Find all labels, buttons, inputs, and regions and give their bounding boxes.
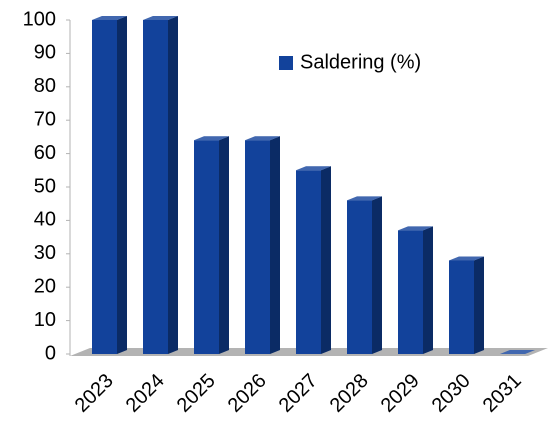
bar-side-shade bbox=[321, 166, 331, 354]
bar-top bbox=[143, 16, 178, 20]
x-tick-label: 2030 bbox=[428, 370, 475, 417]
bar-side bbox=[219, 136, 229, 354]
bar-side-shade bbox=[270, 136, 280, 354]
bar-group bbox=[92, 16, 127, 354]
bar-top bbox=[500, 350, 535, 354]
y-tick-label: 20 bbox=[34, 275, 56, 297]
bar-side-shade bbox=[372, 196, 382, 354]
bar-top-shade bbox=[500, 350, 535, 354]
bar-top bbox=[92, 16, 127, 20]
x-tick-label: 2025 bbox=[173, 370, 220, 417]
bar-top-shade bbox=[449, 256, 484, 261]
bar-side bbox=[372, 196, 382, 354]
bar-side bbox=[474, 256, 484, 354]
bar-top bbox=[245, 136, 280, 141]
bar-top bbox=[347, 196, 382, 201]
y-tick-label: 0 bbox=[45, 342, 56, 364]
bar bbox=[245, 140, 270, 354]
bar-top bbox=[449, 256, 484, 261]
bar-side-shade bbox=[474, 256, 484, 354]
bar-group bbox=[398, 226, 433, 354]
bar-group bbox=[449, 256, 484, 354]
bar-top-shade bbox=[245, 136, 280, 141]
bar-side-shade bbox=[423, 226, 433, 354]
y-tick-label: 80 bbox=[34, 75, 56, 97]
bar-side-shade bbox=[219, 136, 229, 354]
y-tick-label: 50 bbox=[34, 175, 56, 197]
bar bbox=[449, 260, 474, 354]
bar bbox=[143, 20, 168, 354]
x-tick-label: 2029 bbox=[377, 370, 424, 417]
y-tick-label: 60 bbox=[34, 142, 56, 164]
bar-side bbox=[321, 166, 331, 354]
bar-top-shade bbox=[398, 226, 433, 231]
bar bbox=[398, 230, 423, 354]
bar-side bbox=[117, 16, 127, 354]
x-tick-label: 2028 bbox=[326, 370, 373, 417]
bar-top-shade bbox=[347, 196, 382, 201]
bar-group bbox=[296, 166, 331, 354]
bar-top bbox=[194, 136, 229, 141]
bar-top bbox=[296, 166, 331, 171]
bar-top bbox=[398, 226, 433, 231]
y-tick-label: 30 bbox=[34, 242, 56, 264]
y-tick-label: 40 bbox=[34, 209, 56, 231]
bar-group bbox=[194, 136, 229, 354]
bar-side bbox=[168, 16, 178, 354]
x-tick-label: 2026 bbox=[224, 370, 271, 417]
bar-side bbox=[423, 226, 433, 354]
bar-top-shade bbox=[194, 136, 229, 141]
bar-top-shade bbox=[143, 16, 178, 20]
bar-group bbox=[500, 350, 535, 354]
y-tick-label: 10 bbox=[34, 309, 56, 331]
x-tick-label: 2024 bbox=[122, 370, 169, 417]
legend-swatch bbox=[279, 56, 293, 70]
x-tick-label: 2027 bbox=[275, 370, 322, 417]
y-tick-label: 100 bbox=[23, 8, 56, 30]
bar bbox=[194, 140, 219, 354]
x-tick-label: 2023 bbox=[71, 370, 118, 417]
bar-side-shade bbox=[117, 16, 127, 354]
y-tick-label: 70 bbox=[34, 108, 56, 130]
bar bbox=[347, 200, 372, 354]
bar bbox=[296, 170, 321, 354]
bar-side bbox=[270, 136, 280, 354]
bar-group bbox=[347, 196, 382, 354]
bar-group bbox=[143, 16, 178, 354]
legend-label: Saldering (%) bbox=[300, 51, 421, 73]
x-tick-label: 2031 bbox=[479, 370, 526, 417]
bar-side-shade bbox=[168, 16, 178, 354]
bar-top-shade bbox=[296, 166, 331, 171]
bar bbox=[92, 20, 117, 354]
bar-top-shade bbox=[92, 16, 127, 20]
bar-group bbox=[245, 136, 280, 354]
y-tick-label: 90 bbox=[34, 42, 56, 64]
